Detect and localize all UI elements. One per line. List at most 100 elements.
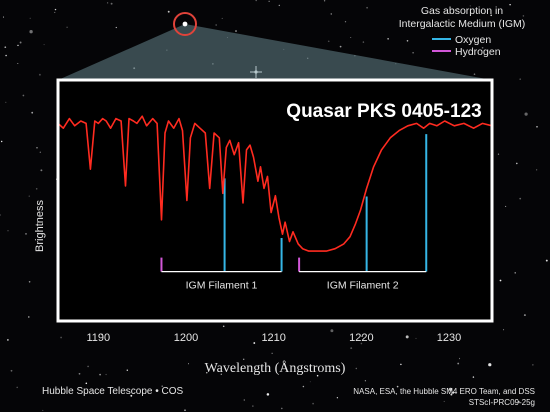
filament-label-1: IGM Filament 1 bbox=[186, 280, 258, 292]
star bbox=[387, 38, 389, 40]
star bbox=[302, 385, 305, 388]
star bbox=[17, 62, 19, 65]
star bbox=[505, 205, 507, 207]
star bbox=[519, 197, 522, 200]
filament-label-2: IGM Filament 2 bbox=[327, 280, 399, 292]
star bbox=[481, 47, 484, 49]
star bbox=[271, 352, 273, 354]
star bbox=[255, 0, 257, 2]
star bbox=[25, 233, 27, 235]
star bbox=[412, 52, 414, 54]
x-tick-label: 1190 bbox=[87, 332, 111, 344]
star bbox=[5, 54, 7, 57]
star bbox=[220, 373, 222, 375]
star bbox=[524, 112, 528, 116]
star bbox=[167, 10, 170, 13]
star bbox=[5, 101, 7, 103]
star bbox=[2, 16, 5, 18]
star bbox=[10, 369, 13, 372]
quasar-point bbox=[182, 21, 188, 27]
star bbox=[309, 381, 311, 383]
star bbox=[472, 376, 475, 378]
star bbox=[4, 46, 7, 49]
star bbox=[85, 382, 88, 385]
star bbox=[450, 393, 453, 396]
star bbox=[459, 358, 460, 360]
star bbox=[7, 339, 9, 341]
star bbox=[38, 73, 41, 76]
x-axis-label: Wavelength (Ångstroms) bbox=[205, 360, 346, 376]
star bbox=[499, 279, 502, 282]
star bbox=[7, 229, 9, 232]
star bbox=[36, 146, 38, 149]
star bbox=[253, 342, 256, 344]
x-tick-label: 1220 bbox=[349, 332, 373, 344]
star bbox=[17, 44, 19, 47]
x-tick-label: 1210 bbox=[261, 332, 285, 344]
star bbox=[101, 333, 103, 336]
star bbox=[339, 45, 342, 48]
spectrum-series-line bbox=[57, 115, 493, 252]
star bbox=[78, 372, 81, 375]
legend-title-line1: Gas absorption in bbox=[421, 5, 503, 17]
star bbox=[457, 7, 459, 10]
star bbox=[516, 162, 518, 165]
star bbox=[243, 399, 245, 401]
star bbox=[536, 169, 538, 171]
star bbox=[497, 153, 500, 155]
legend-title-line2: Intergalactic Medium (IGM) bbox=[399, 18, 526, 30]
star bbox=[336, 397, 339, 399]
legend-oxygen-label: Oxygen bbox=[455, 34, 491, 46]
star bbox=[54, 11, 56, 13]
star bbox=[222, 325, 225, 328]
star bbox=[126, 369, 129, 372]
star bbox=[452, 391, 455, 394]
star bbox=[280, 407, 283, 410]
star bbox=[509, 3, 511, 6]
star bbox=[405, 335, 409, 339]
star bbox=[330, 13, 332, 15]
star bbox=[19, 41, 22, 44]
y-axis-label: Brightness bbox=[34, 200, 46, 252]
star bbox=[16, 386, 18, 389]
star bbox=[161, 385, 163, 387]
chart-marks: IGM Filament 1 IGM Filament 2 bbox=[57, 115, 493, 292]
star bbox=[40, 169, 43, 172]
star bbox=[448, 387, 453, 391]
star bbox=[518, 401, 520, 403]
star bbox=[406, 40, 409, 42]
star bbox=[110, 2, 113, 5]
x-tick-label: 1200 bbox=[174, 332, 198, 344]
star bbox=[400, 363, 402, 366]
star bbox=[362, 41, 365, 43]
star bbox=[536, 126, 538, 128]
star bbox=[330, 329, 334, 333]
star bbox=[312, 402, 314, 405]
star bbox=[235, 30, 237, 32]
star bbox=[473, 73, 476, 75]
credit-left: Hubble Space Telescope • COS bbox=[42, 386, 184, 397]
star bbox=[344, 21, 347, 23]
star bbox=[188, 363, 189, 365]
star bbox=[29, 30, 33, 34]
star bbox=[266, 393, 270, 396]
star bbox=[43, 44, 45, 46]
star bbox=[364, 380, 367, 382]
star bbox=[268, 0, 270, 2]
star bbox=[490, 14, 492, 17]
star bbox=[29, 17, 31, 19]
star bbox=[350, 347, 353, 350]
star bbox=[0, 214, 1, 216]
star bbox=[519, 78, 521, 80]
star bbox=[488, 363, 492, 367]
star bbox=[215, 24, 217, 26]
chart-title: Quasar PKS 0405-123 bbox=[286, 101, 481, 122]
x-axis-ticks: 1190 1200 1210 1220 1230 bbox=[87, 332, 462, 344]
star bbox=[66, 26, 68, 28]
star bbox=[545, 259, 548, 262]
x-tick-label: 1230 bbox=[437, 332, 461, 344]
star bbox=[184, 409, 186, 412]
star bbox=[532, 364, 534, 366]
